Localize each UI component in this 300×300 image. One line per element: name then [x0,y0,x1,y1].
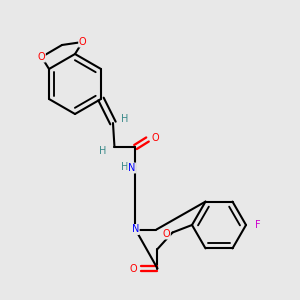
Text: O: O [163,229,170,239]
Text: O: O [79,37,86,47]
Text: O: O [130,263,137,274]
Text: N: N [128,163,136,173]
Text: O: O [38,52,45,62]
Text: H: H [121,113,129,124]
Text: H: H [99,146,106,157]
Text: H: H [121,161,129,172]
Text: N: N [132,224,139,235]
Text: O: O [151,133,159,143]
Text: F: F [255,220,261,230]
